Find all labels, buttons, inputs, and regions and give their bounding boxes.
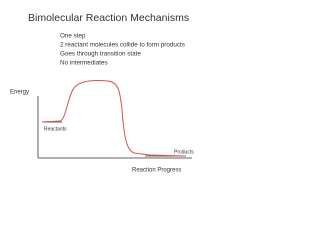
slide-title: Bimolecular Reaction Mechanisms [28, 12, 189, 24]
background [0, 0, 320, 180]
bullet: No intermediates [60, 60, 108, 67]
bullet: Goes through transition state [60, 51, 141, 58]
bullet: 2 reactant molecules collide to form pro… [60, 42, 185, 49]
x-axis-label: Reaction Progress [132, 168, 181, 174]
reactants-label: Reactants [44, 126, 67, 132]
bullet: One step [60, 33, 86, 40]
y-axis-label: Energy [10, 90, 29, 96]
energy-curve [41, 80, 186, 157]
products-label: Products [174, 149, 194, 155]
slide: Bimolecular Reaction Mechanisms One step… [0, 0, 320, 180]
